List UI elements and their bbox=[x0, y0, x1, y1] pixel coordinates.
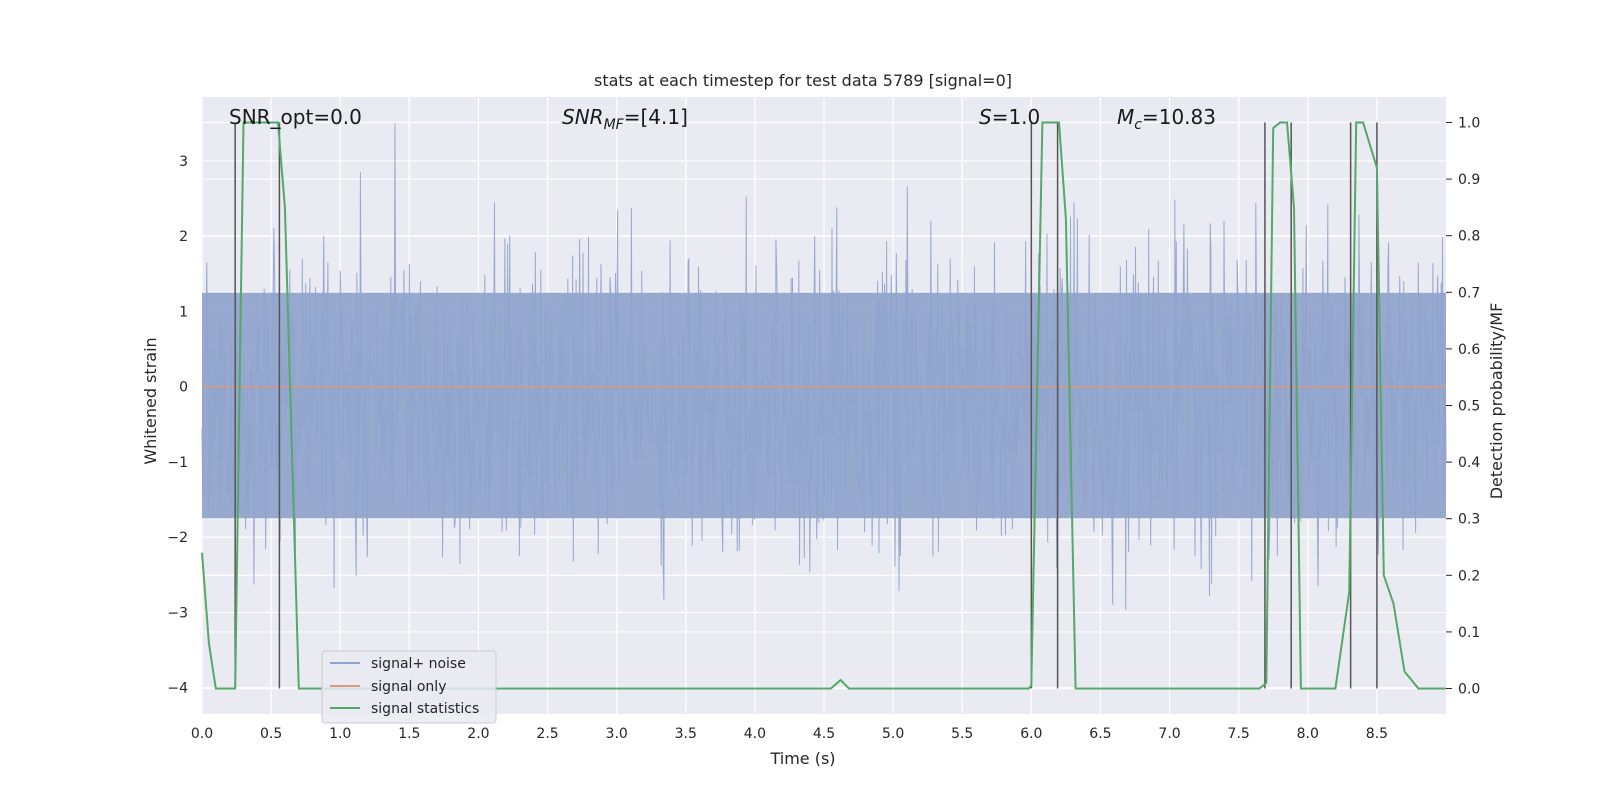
x-tick-label-0: 0.0 bbox=[191, 726, 213, 742]
legend-label-signal-only: signal only bbox=[371, 679, 446, 695]
x-tick-label-3: 1.5 bbox=[398, 726, 420, 742]
y2-tick-label-6: 0.6 bbox=[1458, 342, 1480, 358]
x-tick-label-9: 4.5 bbox=[813, 726, 835, 742]
series-signal-noise bbox=[201, 123, 1447, 611]
annotation-mc: Mc=10.83 bbox=[1117, 105, 1216, 133]
y2-tick-label-9: 0.9 bbox=[1458, 172, 1480, 188]
annotation-s-value: =1.0 bbox=[992, 105, 1041, 129]
chart-title: stats at each timestep for test data 578… bbox=[594, 71, 1012, 90]
legend: signal+ noise signal only signal statist… bbox=[321, 650, 497, 724]
y2-tick-label-4: 0.4 bbox=[1458, 455, 1480, 471]
legend-label-signal-noise: signal+ noise bbox=[371, 656, 466, 672]
x-tick-label-8: 4.0 bbox=[744, 726, 766, 742]
x-tick-label-2: 1.0 bbox=[329, 726, 351, 742]
y-tick-label-3: −1 bbox=[167, 455, 188, 471]
y2-tick-label-8: 0.8 bbox=[1458, 229, 1480, 245]
y2-tick-label-1: 0.1 bbox=[1458, 625, 1480, 641]
signal-statistics-line bbox=[201, 121, 1446, 690]
y2-tick-label-3: 0.3 bbox=[1458, 512, 1480, 528]
y2-tick-label-10: 1.0 bbox=[1458, 115, 1480, 131]
y2-tick-label-7: 0.7 bbox=[1458, 285, 1480, 301]
annotation-s-symbol: S bbox=[979, 105, 992, 129]
annotation-mc-symbol: M bbox=[1117, 105, 1134, 129]
annotation-s: S=1.0 bbox=[979, 105, 1040, 129]
annotation-snr-mf-symbol: SNR bbox=[562, 105, 604, 129]
x-tick-label-16: 8.0 bbox=[1297, 726, 1319, 742]
annotation-mc-sub: c bbox=[1134, 117, 1142, 133]
x-tick-label-17: 8.5 bbox=[1366, 726, 1388, 742]
y-tick-label-7: 3 bbox=[179, 154, 188, 170]
annotation-snr-opt: SNR_opt=0.0 bbox=[229, 105, 362, 129]
y-tick-label-0: −4 bbox=[167, 681, 188, 697]
legend-label-signal-statistics: signal statistics bbox=[371, 701, 479, 717]
y-tick-label-6: 2 bbox=[179, 229, 188, 245]
y2-tick-label-2: 0.2 bbox=[1458, 568, 1480, 584]
x-tick-label-10: 5.0 bbox=[882, 726, 904, 742]
y-tick-label-4: 0 bbox=[179, 380, 188, 396]
annotation-snr-mf-value: =[4.1] bbox=[624, 105, 688, 129]
x-tick-label-6: 3.0 bbox=[606, 726, 628, 742]
y2-tick-label-0: 0.0 bbox=[1458, 682, 1480, 698]
y-tick-label-2: −2 bbox=[167, 530, 188, 546]
x-tick-label-15: 7.5 bbox=[1228, 726, 1250, 742]
y2-tick-label-5: 0.5 bbox=[1458, 399, 1480, 415]
noise-trace bbox=[201, 123, 1447, 611]
y-axis-label: Whitened strain bbox=[141, 337, 160, 464]
tick-labels: 0.0 0.5 1.0 1.5 2.0 2.5 3.0 3.5 4.0 4.5 5.0 5.5 6.0 6… bbox=[167, 115, 1480, 742]
x-tick-label-4: 2.0 bbox=[467, 726, 489, 742]
series-signal-statistics bbox=[201, 121, 1446, 690]
x-tick-label-13: 6.5 bbox=[1089, 726, 1111, 742]
y2-axis-label: Detection probability/MF bbox=[1487, 303, 1506, 500]
x-tick-label-5: 2.5 bbox=[536, 726, 558, 742]
x-tick-label-11: 5.5 bbox=[951, 726, 973, 742]
annotation-snr-mf-sub: MF bbox=[604, 117, 625, 133]
y-tick-label-5: 1 bbox=[179, 304, 188, 320]
x-tick-label-1: 0.5 bbox=[260, 726, 282, 742]
annotation-snr-mf: SNRMF=[4.1] bbox=[562, 105, 688, 133]
x-tick-label-14: 7.0 bbox=[1158, 726, 1180, 742]
x-tick-label-12: 6.0 bbox=[1020, 726, 1042, 742]
y-tick-label-1: −3 bbox=[167, 605, 188, 621]
x-tick-label-7: 3.5 bbox=[675, 726, 697, 742]
annotation-mc-value: =10.83 bbox=[1142, 105, 1216, 129]
legend-box bbox=[321, 650, 497, 724]
x-axis-label: Time (s) bbox=[769, 749, 835, 768]
